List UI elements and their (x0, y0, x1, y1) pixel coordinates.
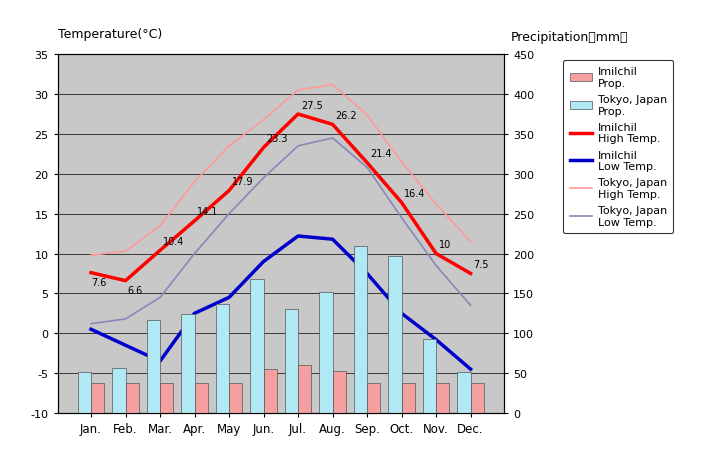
Text: 17.9: 17.9 (232, 177, 253, 187)
Text: 21.4: 21.4 (370, 149, 392, 159)
Text: 10.4: 10.4 (163, 236, 184, 246)
Text: Temperature(°C): Temperature(°C) (58, 28, 162, 41)
Bar (194, 383, 207, 413)
Text: 6.6: 6.6 (127, 285, 143, 295)
Text: 27.5: 27.5 (301, 101, 323, 110)
Bar (229, 383, 242, 413)
Bar (367, 383, 380, 413)
Bar (436, 383, 449, 413)
Text: 10: 10 (439, 240, 451, 250)
Bar (147, 320, 160, 413)
Bar (160, 383, 173, 413)
Legend: Imilchil
Prop., Tokyo, Japan
Prop., Imilchil
High Temp., Imilchil
Low Temp., Tok: Imilchil Prop., Tokyo, Japan Prop., Imil… (563, 61, 673, 234)
Bar (457, 373, 471, 413)
Bar (91, 383, 104, 413)
Bar (333, 371, 346, 413)
Bar (402, 383, 415, 413)
Bar (298, 365, 311, 413)
Bar (354, 247, 367, 413)
Bar (78, 372, 91, 413)
Bar (423, 339, 436, 413)
Bar (125, 383, 139, 413)
Text: 23.3: 23.3 (266, 134, 288, 144)
Bar (285, 310, 298, 413)
Text: 26.2: 26.2 (336, 111, 357, 121)
Text: 7.5: 7.5 (473, 259, 489, 269)
Bar (251, 280, 264, 413)
Bar (216, 304, 229, 413)
Bar (181, 314, 194, 413)
Bar (389, 257, 402, 413)
Text: 14.1: 14.1 (197, 207, 219, 217)
Bar (320, 292, 333, 413)
Text: 7.6: 7.6 (91, 277, 107, 287)
Text: 16.4: 16.4 (405, 189, 426, 199)
Text: Precipitation（mm）: Precipitation（mm） (511, 31, 629, 44)
Bar (112, 369, 125, 413)
Bar (471, 383, 484, 413)
Bar (264, 369, 276, 413)
